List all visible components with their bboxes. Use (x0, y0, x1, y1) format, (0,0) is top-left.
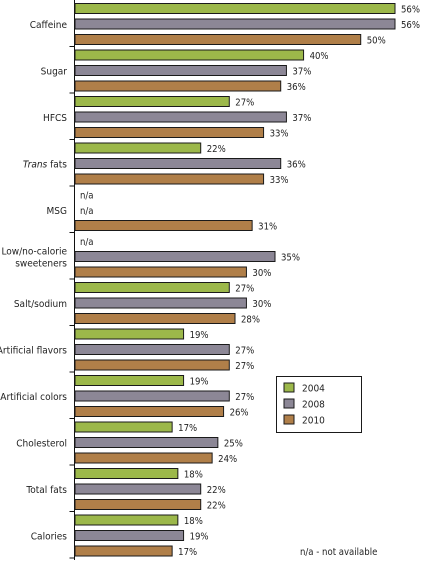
value-label: 27% (235, 361, 254, 372)
category-label: Low/no-calorie (1, 247, 67, 258)
value-label: 28% (241, 315, 260, 326)
value-label: 19% (190, 330, 209, 341)
legend-swatch-2008 (283, 398, 295, 409)
value-label: 25% (224, 439, 243, 450)
category-label: Artificial flavors (0, 346, 67, 357)
value-label: 17% (178, 423, 197, 434)
value-label: 37% (292, 113, 311, 124)
category-label: Sugar (41, 67, 68, 78)
bar-2008 (74, 158, 282, 169)
bar-2008 (74, 390, 230, 402)
bar-2008 (74, 344, 230, 355)
legend-swatch-2004 (283, 382, 295, 393)
bar-2004 (74, 468, 179, 479)
footnote: n/a - not available (300, 547, 377, 558)
bar-2010 (74, 406, 225, 417)
value-label: 17% (178, 547, 197, 558)
bar-2010 (74, 266, 247, 278)
bar-2008 (74, 65, 287, 76)
category-label: Artificial colors (0, 392, 67, 403)
bar-2010 (74, 359, 230, 371)
value-label: 30% (252, 299, 271, 310)
value-label: 30% (252, 268, 271, 279)
value-label: 33% (270, 129, 289, 140)
bar-2010 (74, 313, 236, 324)
value-label: 22% (207, 144, 226, 155)
value-label: 50% (367, 36, 386, 47)
value-label: 27% (235, 284, 254, 295)
missing-value-label: n/a (80, 237, 94, 248)
value-label: 35% (281, 253, 300, 264)
bar-2004 (74, 282, 230, 293)
category-label: Trans fats (23, 160, 67, 171)
value-label: 19% (190, 532, 209, 543)
legend-label: 2010 (302, 416, 325, 427)
value-label: 36% (287, 82, 306, 93)
missing-value-label: n/a (80, 191, 94, 202)
value-label: 19% (190, 377, 209, 388)
bar-2010 (74, 173, 265, 185)
bar-2004 (74, 328, 185, 340)
bar-2008 (74, 437, 219, 448)
bar-2008 (74, 18, 396, 30)
bar-2010 (74, 545, 173, 557)
bar-2008 (74, 251, 276, 262)
value-label: 18% (184, 516, 203, 527)
legend-label: 2008 (302, 400, 325, 411)
value-label: 56% (401, 20, 420, 31)
bar-2008 (74, 483, 202, 495)
value-label: 40% (310, 51, 329, 62)
category-label: Total fats (25, 485, 67, 496)
value-label: 27% (235, 98, 254, 109)
category-label-rest: fats (47, 160, 67, 171)
category-label: HFCS (43, 113, 67, 124)
bar-2004 (74, 375, 185, 386)
category-label-italic: Trans (23, 160, 48, 171)
category-label: Salt/sodium (14, 299, 67, 310)
bar-2010 (74, 127, 265, 138)
bar-2010 (74, 80, 282, 92)
category-label: sweeteners (15, 259, 67, 270)
category-label: Calories (31, 532, 68, 543)
value-label: 27% (235, 392, 254, 403)
bar-2008 (74, 111, 287, 123)
value-label: 36% (287, 160, 306, 171)
value-label: 27% (235, 346, 254, 357)
bar-2004 (74, 142, 202, 154)
bar-2010 (74, 220, 253, 231)
bar-2008 (74, 297, 247, 309)
value-label: 18% (184, 470, 203, 481)
missing-value-label: n/a (80, 206, 94, 217)
bar-2004 (74, 421, 173, 433)
bar-2004 (74, 514, 179, 526)
category-label: Cholesterol (16, 439, 67, 450)
bar-2004 (74, 96, 230, 107)
bar-2010 (74, 452, 213, 464)
value-label: 22% (207, 501, 226, 512)
value-label: 26% (230, 408, 249, 419)
value-label: 24% (218, 454, 237, 465)
legend-label: 2004 (302, 384, 325, 395)
value-label: 22% (207, 485, 226, 496)
legend-swatch-2010 (283, 414, 295, 425)
bar-2004 (74, 49, 305, 61)
bar-2010 (74, 499, 202, 510)
value-label: 33% (270, 175, 289, 186)
bar-2004 (74, 3, 396, 14)
bar-2010 (74, 34, 362, 45)
category-label: MSG (47, 206, 67, 217)
bar-2008 (74, 530, 185, 541)
category-label: Caffeine (30, 20, 68, 31)
value-label: 56% (401, 5, 420, 16)
value-label: 37% (292, 67, 311, 78)
value-label: 31% (258, 222, 277, 233)
